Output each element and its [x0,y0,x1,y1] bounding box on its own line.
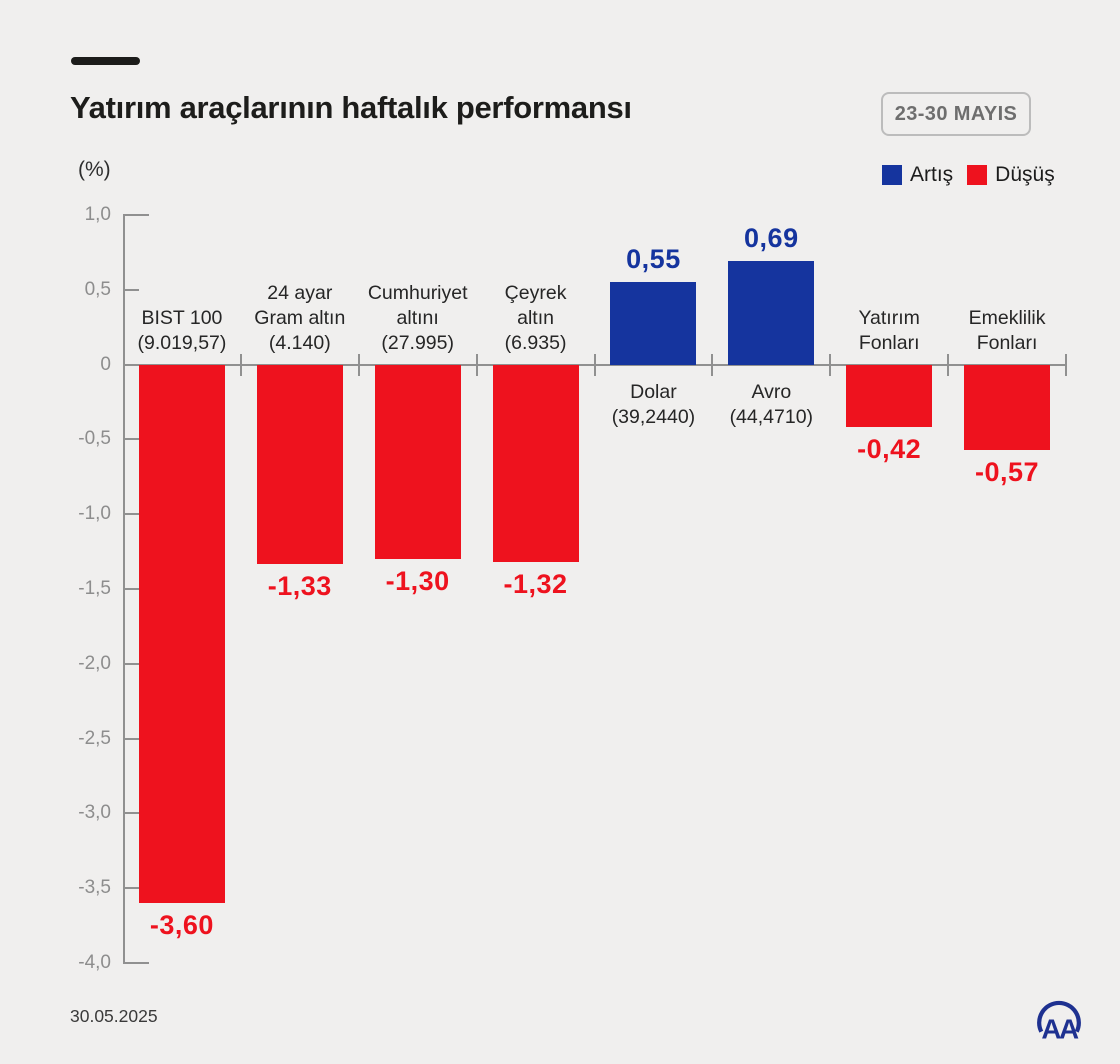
category-label-line: Avro [751,380,792,403]
bar-value-label: -1,32 [503,569,568,600]
aa-logo-arc [1037,1000,1081,1033]
bar-4 [492,364,579,563]
publish-date: 30.05.2025 [70,1006,158,1026]
category-label: Emeklilik Fonları [922,306,1092,356]
y-axis-tick [123,288,139,291]
chart-area: 1,0 0,5 0 -0,5 -1,0 -1,5 -2,0 -2,5 -3,0 -3,5 -4,0 -… [78,204,1067,973]
accent-dash [71,57,140,65]
category-label: 24 ayar Gram altın (4.140) [215,281,385,356]
date-range-badge: 23-30 MAYIS [881,92,1031,136]
bar-value-label: 0,69 [744,223,799,254]
bar-value-label: -1,30 [385,566,450,597]
y-axis-tick [123,214,149,216]
category-boundary-tick [1065,353,1067,376]
category-label: Çeyrek altın (6.935) [451,281,621,356]
category-label-line: (4.140) [268,331,331,354]
category-boundary-tick [239,353,242,376]
y-axis-tick [123,438,139,441]
legend: Artış Düşüş [882,163,1055,187]
bar-2 [256,364,343,564]
bar-value-label: -1,33 [267,570,332,601]
category-label-line: (44,4710) [729,405,814,428]
category-label: Yatırım Fonları [804,306,974,356]
y-axis-tick-label: 0 [100,353,111,375]
bar-value-label: -3,60 [149,910,214,941]
category-boundary-tick [947,353,950,376]
legend-swatch-increase [882,165,902,185]
category-boundary-tick [593,353,596,376]
category-label-line: 24 ayar [267,281,333,304]
y-axis-tick-label: -1,5 [78,578,111,599]
bar-8 [964,364,1051,450]
y-axis-tick [123,887,139,890]
category-label-line: Fonları [976,331,1038,354]
legend-label-increase: Artış [910,163,954,186]
category-boundary-tick [475,353,478,376]
y-axis-tick [123,662,139,665]
anadolu-agency-logo: AA [1037,1000,1082,1044]
category-label: Avro (44,4710) [686,380,856,430]
category-label-line: (9.019,57) [137,331,227,354]
bar-7 [846,364,933,428]
y-axis-tick-label: -2,0 [78,652,111,674]
y-axis-tick-label: -0,5 [78,428,111,450]
y-axis-tick-label: -4,0 [78,952,111,973]
y-axis-tick [123,513,139,516]
category-label-line: (39,2440) [611,405,696,428]
category-label-line: altın [517,306,554,329]
category-label: Dolar (39,2440) [568,380,738,430]
page-title: Yatırım araçlarının haftalık performansı [70,90,632,125]
y-axis-tick [123,737,139,740]
category-label-line: Fonları [858,331,920,354]
category-label-line: Dolar [630,380,677,403]
category-label-line: Çeyrek [504,281,567,304]
bar-value-label: 0,55 [626,244,681,275]
y-axis-unit-label: (%) [78,158,111,181]
category-label-line: Gram altın [254,306,346,329]
y-axis-tick [123,962,149,964]
category-label: Cumhuriyet altını (27.995) [333,281,503,356]
category-label-line: (6.935) [504,331,567,354]
date-range-text: 23-30 MAYIS [894,102,1018,125]
y-axis-tick-label: -3,5 [78,877,111,899]
category-label: BIST 100 (9.019,57) [97,306,267,356]
bar-5 [610,282,697,365]
y-axis-tick [123,588,139,590]
category-boundary-tick [829,353,832,376]
y-axis-tick-label: -2,5 [78,727,111,749]
category-label-line: Emeklilik [968,306,1046,329]
category-label-line: Cumhuriyet [367,281,468,304]
category-label-line: altını [396,306,439,329]
category-label-line: BIST 100 [141,306,223,329]
y-axis-tick-label: -3,0 [78,802,111,824]
bar-3 [374,364,461,560]
y-axis-tick-label: 1,0 [84,204,111,225]
y-axis-tick-label: 0,5 [84,278,111,300]
legend-label-decrease: Düşüş [995,163,1055,186]
bar-1 [138,364,225,904]
y-axis-tick [123,812,139,815]
category-boundary-tick [711,353,714,376]
bar-value-label: -0,42 [857,434,922,465]
category-label-line: Yatırım [858,306,920,329]
legend-swatch-decrease [967,165,988,185]
bar-value-label: -0,57 [975,456,1040,487]
category-boundary-tick [357,353,360,376]
bar-6 [728,261,815,365]
y-axis-tick-label: -1,0 [78,503,111,525]
aa-logo-letters: AA [1041,1013,1079,1044]
category-label-line: (27.995) [381,331,454,354]
